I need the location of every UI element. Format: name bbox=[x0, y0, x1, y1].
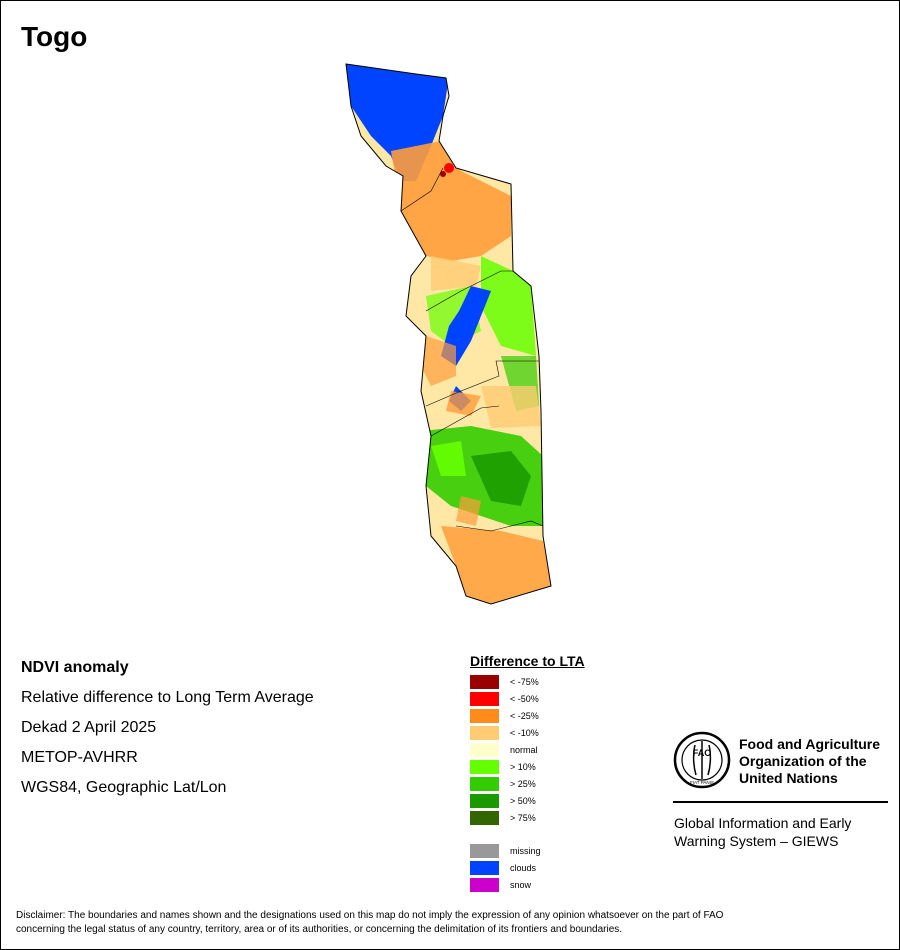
legend-swatch bbox=[470, 843, 499, 858]
legend-item: clouds bbox=[470, 859, 640, 876]
legend-swatch bbox=[470, 860, 499, 875]
legend-label: < -50% bbox=[510, 693, 539, 704]
legend-swatch bbox=[470, 877, 499, 892]
legend-swatch bbox=[470, 674, 499, 689]
legend-item: > 50% bbox=[470, 792, 640, 809]
legend-swatch bbox=[470, 776, 499, 791]
logo-motto: FIAT PANIS bbox=[690, 780, 714, 785]
legend-item: < -75% bbox=[470, 673, 640, 690]
togo-ndvi-map bbox=[345, 63, 552, 605]
legend: Difference to LTA < -75% < -50% < -25% < -1… bbox=[470, 652, 640, 893]
region-boundaries bbox=[400, 167, 544, 532]
legend-label: > 25% bbox=[510, 778, 536, 789]
legend-title: Difference to LTA bbox=[470, 653, 585, 669]
info-title: NDVI anomaly bbox=[21, 659, 129, 676]
legend-label: clouds bbox=[510, 862, 537, 873]
country-title: Togo bbox=[21, 21, 88, 52]
divider bbox=[673, 801, 888, 803]
legend-swatch bbox=[470, 793, 499, 808]
info-description: Relative difference to Long Term Average bbox=[21, 689, 314, 706]
legend-label: normal bbox=[510, 744, 538, 755]
legend-extras: missing clouds snow bbox=[470, 842, 640, 893]
disclaimer-line1: Disclaimer: The boundaries and names sho… bbox=[16, 910, 724, 921]
legend-swatch bbox=[470, 759, 499, 774]
legend-label: snow bbox=[510, 879, 532, 890]
organization-name: Food and Agriculture Organization of the… bbox=[739, 736, 880, 787]
logo-letters: FAO bbox=[693, 748, 712, 758]
info-period: Dekad 2 April 2025 bbox=[21, 719, 157, 736]
legend-item: < -25% bbox=[470, 707, 640, 724]
legend-swatch bbox=[470, 742, 499, 757]
map-info: NDVI anomaly Relative difference to Long… bbox=[21, 657, 314, 807]
legend-swatch bbox=[470, 691, 499, 706]
legend-item: < -10% bbox=[470, 724, 640, 741]
legend-swatch bbox=[470, 708, 499, 723]
legend-item: > 10% bbox=[470, 758, 640, 775]
legend-item: > 75% bbox=[470, 809, 640, 826]
system-name: Global Information and Early Warning Sys… bbox=[674, 814, 851, 850]
legend-swatch bbox=[470, 725, 499, 740]
fao-logo: FAO FIAT PANIS bbox=[673, 731, 731, 789]
system-name-line2: Warning System – GIEWS bbox=[674, 833, 839, 849]
org-name-line1: Food and Agriculture bbox=[739, 736, 881, 752]
legend-classes: < -75% < -50% < -25% < -10% normal > 10% > 25%… bbox=[470, 673, 640, 826]
legend-label: missing bbox=[510, 845, 541, 856]
ndvi-raster bbox=[346, 64, 551, 604]
legend-label: > 10% bbox=[510, 761, 536, 772]
legend-label: > 50% bbox=[510, 795, 536, 806]
system-name-line1: Global Information and Early bbox=[674, 815, 852, 831]
info-sensor: METOP-AVHRR bbox=[21, 749, 138, 766]
legend-label: < -10% bbox=[510, 727, 539, 738]
legend-label: > 75% bbox=[510, 812, 536, 823]
org-name-line3: United Nations bbox=[739, 770, 838, 786]
org-name-line2: Organization of the bbox=[739, 753, 867, 769]
disclaimer-line2: concerning the legal status of any count… bbox=[16, 924, 623, 935]
legend-swatch bbox=[470, 810, 499, 825]
legend-item: > 25% bbox=[470, 775, 640, 792]
legend-item: normal bbox=[470, 741, 640, 758]
legend-item: < -50% bbox=[470, 690, 640, 707]
legend-label: < -25% bbox=[510, 710, 539, 721]
legend-item: snow bbox=[470, 876, 640, 893]
disclaimer: Disclaimer: The boundaries and names sho… bbox=[16, 909, 886, 937]
legend-item: missing bbox=[470, 842, 640, 859]
info-projection: WGS84, Geographic Lat/Lon bbox=[21, 779, 227, 796]
legend-label: < -75% bbox=[510, 676, 539, 687]
